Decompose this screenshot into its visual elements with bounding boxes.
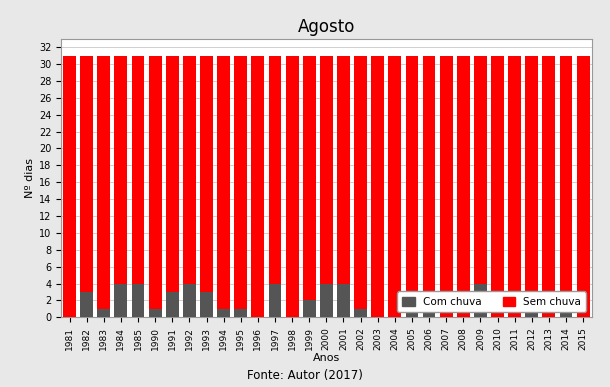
Bar (183, 284, 196, 317)
Bar (440, 56, 453, 317)
Bar (423, 56, 436, 292)
Bar (508, 56, 521, 317)
Bar (423, 292, 436, 317)
Bar (251, 56, 264, 317)
Bar (234, 56, 247, 309)
Bar (149, 309, 162, 317)
Bar (183, 56, 196, 284)
Bar (268, 56, 281, 284)
Bar (337, 56, 350, 284)
Bar (132, 56, 145, 284)
Bar (166, 56, 179, 292)
Bar (268, 284, 281, 317)
Bar (149, 56, 162, 309)
Bar (525, 300, 538, 317)
Bar (115, 284, 127, 317)
Bar (576, 56, 589, 317)
Bar (234, 309, 247, 317)
Bar (406, 300, 418, 317)
Title: Agosto: Agosto (298, 18, 355, 36)
Bar (354, 309, 367, 317)
Bar (525, 56, 538, 300)
Bar (559, 300, 572, 317)
Bar (559, 56, 572, 300)
Bar (406, 56, 418, 300)
Bar (337, 284, 350, 317)
Bar (389, 56, 401, 317)
Bar (457, 56, 470, 317)
Bar (491, 56, 504, 317)
Y-axis label: Nº dias: Nº dias (24, 158, 35, 198)
Bar (320, 56, 333, 284)
Bar (303, 56, 315, 300)
Bar (81, 292, 93, 317)
Bar (200, 292, 213, 317)
Bar (200, 56, 213, 292)
Bar (217, 309, 230, 317)
Bar (303, 300, 315, 317)
Bar (81, 56, 93, 292)
Bar (98, 56, 110, 309)
Bar (320, 284, 333, 317)
Bar (217, 56, 230, 309)
Bar (542, 56, 555, 317)
Bar (285, 56, 298, 317)
Bar (98, 309, 110, 317)
Bar (474, 56, 487, 284)
Bar (474, 284, 487, 317)
Bar (371, 56, 384, 317)
Bar (354, 56, 367, 309)
Bar (166, 292, 179, 317)
Text: Fonte: Autor (2017): Fonte: Autor (2017) (247, 369, 363, 382)
Bar (115, 56, 127, 284)
Legend: Com chuva, Sem chuva: Com chuva, Sem chuva (397, 291, 586, 312)
Bar (132, 284, 145, 317)
X-axis label: Anos: Anos (313, 353, 340, 363)
Bar (63, 56, 76, 317)
